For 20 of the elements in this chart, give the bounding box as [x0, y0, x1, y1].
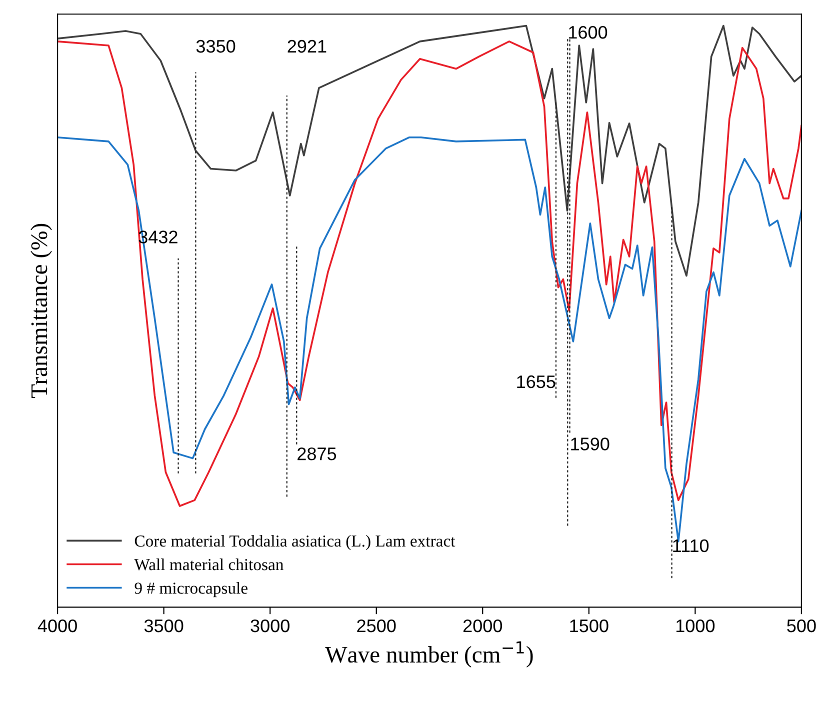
x-tick-label: 500: [787, 619, 816, 632]
ref-line-label: 1655: [517, 375, 556, 388]
ref-line-label: 2921: [288, 40, 326, 53]
legend-label: Wall material chitosan: [134, 558, 284, 570]
x-tick-label: 4000: [38, 619, 77, 632]
x-tick-label: 1500: [570, 619, 608, 632]
x-tick-label: 2000: [463, 619, 502, 632]
legend-label: Core material Toddalia asiatica (L.) Lam extract: [134, 534, 456, 550]
ref-line-label: 1600: [569, 26, 608, 39]
ref-line-label: 2875: [298, 447, 336, 460]
x-tick-label: 1000: [676, 619, 715, 632]
x-tick-label: 3500: [144, 619, 184, 632]
ref-line-label: 3350: [196, 40, 236, 53]
ref-line-label: 1110: [673, 539, 709, 552]
x-axis-title: Wave number (cm$^{−1}$): [325, 641, 533, 668]
ref-line-label: 1590: [571, 438, 610, 450]
x-tick-label: 2500: [357, 619, 396, 632]
x-tick-label: 3000: [250, 619, 290, 632]
y-axis-title: Transmittance (%): [30, 224, 52, 398]
legend-label: 9 # microcapsule: [134, 582, 248, 598]
